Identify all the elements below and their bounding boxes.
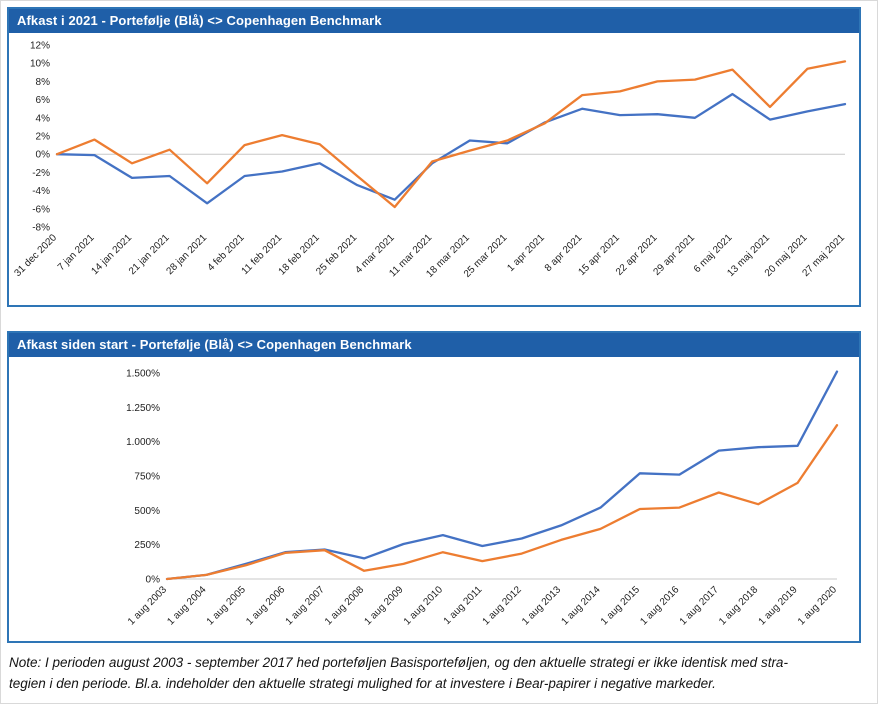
chart-area-2021: 12% 10% 8% 6% 4% 2% 0% -2% -4% -6% -8% 31 dec 2020 7… [9,33,859,305]
y-tick-label: 1.500% [126,369,160,380]
chart-panel-2021: Afkast i 2021 - Portefølje (Blå) <> Cope… [7,7,861,307]
x-tick-label: 1 aug 2016 [638,584,681,627]
series-line-copenhagen-benchmark [165,424,839,581]
footnote-line-2: tegien i den periode. Bl.a. indeholder d… [9,676,716,691]
y-tick-label: -2% [32,168,50,179]
x-tick-label: 1 aug 2009 [362,584,405,627]
x-tick-label: 1 aug 2018 [717,584,760,627]
x-tick-label: 1 aug 2017 [678,584,721,627]
y-tick-label: 0% [36,150,51,161]
x-tick-label: 1 aug 2010 [402,584,445,627]
y-tick-label: -8% [32,223,50,234]
y-tick-label: 500% [134,506,160,517]
x-tick-label: 1 aug 2006 [244,584,287,627]
y-tick-label: -6% [32,204,50,215]
x-tick-label: 28 jan 2021 [164,232,209,277]
line-chart-since-start: 1.500%1.250%1.000%750%500%250%0%1 aug 20… [126,369,839,628]
x-tick-label: 1 aug 2011 [442,584,485,627]
y-tick-label: 4% [36,113,51,124]
y-tick-label: 750% [134,472,160,483]
x-tick-label: 1 apr 2021 [505,232,547,274]
y-tick-label: 1.250% [126,403,160,414]
y-tick-label: 6% [36,95,51,106]
x-tick-label: 1 aug 2014 [559,584,602,627]
y-tick-label: 1.000% [126,437,160,448]
x-tick-label: 31 dec 2020 [12,232,59,279]
series-line-copenhagen-benchmark [55,60,847,209]
y-tick-label: 10% [30,59,50,70]
x-tick-label: 1 aug 2013 [520,584,563,627]
chart-title-2021: Afkast i 2021 - Portefølje (Blå) <> Cope… [9,9,859,33]
footnote: Note: I perioden august 2003 - september… [9,652,871,694]
x-tick-label: 1 aug 2007 [284,584,327,627]
x-tick-label: 1 aug 2012 [481,584,524,627]
y-tick-label: 250% [134,540,160,551]
x-tick-label: 1 aug 2003 [126,584,169,627]
x-tick-label: 25 feb 2021 [314,232,359,277]
y-tick-label: 8% [36,77,51,88]
x-tick-label: 1 aug 2005 [205,584,248,627]
y-tick-label: 0% [146,575,161,586]
chart-title-since-start: Afkast siden start - Portefølje (Blå) <>… [9,333,859,357]
x-tick-label: 29 apr 2021 [651,232,697,278]
x-tick-label: 1 aug 2008 [323,584,366,627]
y-tick-label: 12% [30,41,50,52]
x-tick-label: 1 aug 2004 [165,584,208,627]
x-tick-label: 1 aug 2019 [757,584,800,627]
chart-panel-since-start: Afkast siden start - Portefølje (Blå) <>… [7,331,861,643]
y-tick-label: 2% [36,132,51,143]
x-tick-label: 1 aug 2015 [599,584,642,627]
chart-area-since-start: 1.500% 1.250% 1.000% 750% 500% 250% 0% 1 aug 20… [9,357,859,641]
series-line-portefølje [165,370,839,581]
y-tick-label: -4% [32,186,50,197]
series-line-portefølje [55,92,847,205]
x-tick-label: 1 aug 2020 [796,584,839,627]
line-chart-2021: 12%10%8%6%4%2%0%-2%-4%-6%-8%31 dec 20207… [12,41,847,280]
footnote-line-1: Note: I perioden august 2003 - september… [9,655,788,670]
